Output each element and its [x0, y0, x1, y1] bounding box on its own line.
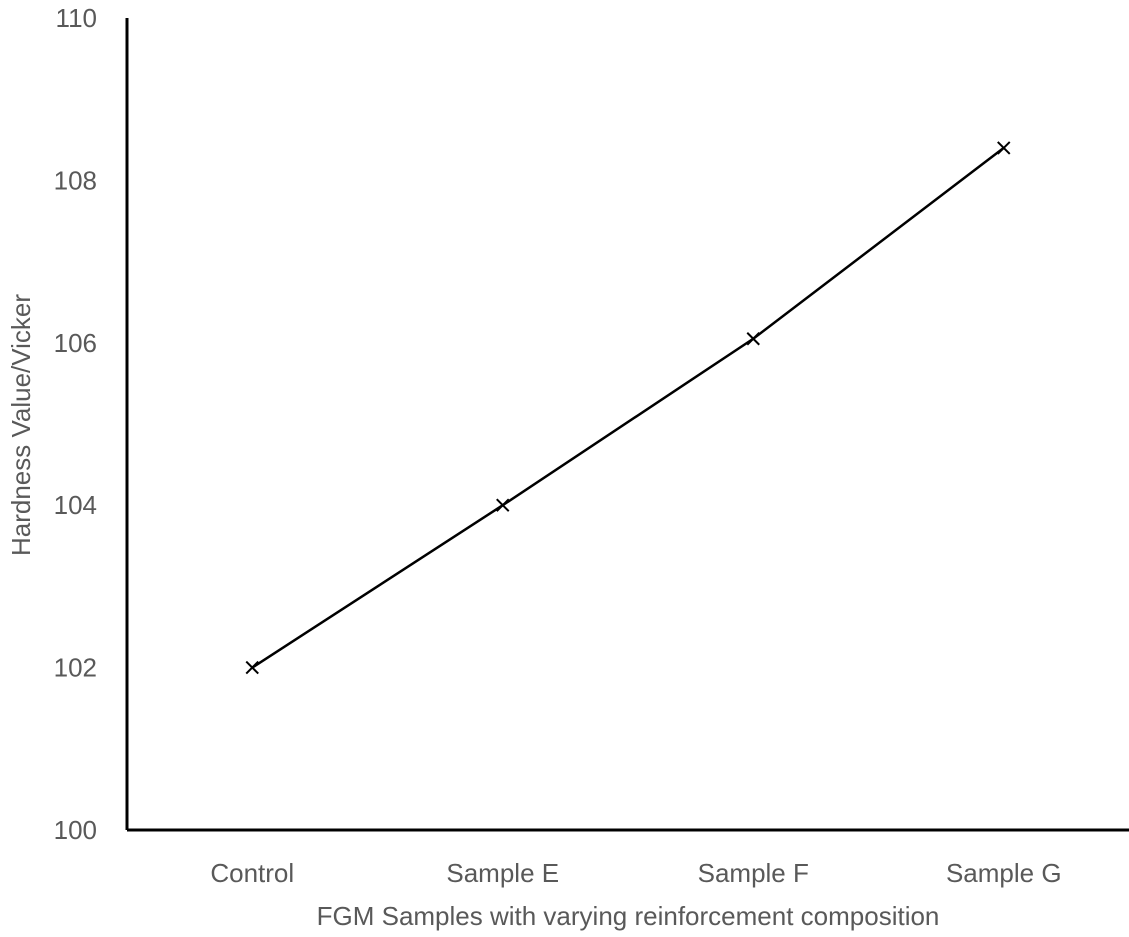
x-tick-label: Sample F [698, 858, 809, 888]
data-point-x-marker [997, 141, 1011, 155]
y-axis-title: Hardness Value/Vicker [6, 294, 36, 556]
x-tick-label: Sample E [446, 858, 559, 888]
y-tick-label: 106 [54, 328, 97, 358]
data-point-x-marker [245, 660, 259, 675]
series-line [251, 146, 1005, 669]
y-tick-label: 108 [54, 165, 97, 195]
y-tick-label: 102 [54, 653, 97, 683]
y-tick-label: 104 [54, 490, 97, 520]
x-tick-label: Control [210, 858, 294, 888]
y-tick-label: 110 [56, 3, 97, 33]
x-tick-label: Sample G [946, 858, 1062, 888]
x-axis-tick-labels: Control Sample E Sample F Sample G [210, 858, 1061, 888]
data-point-x-marker [496, 498, 510, 512]
data-point-x-marker [746, 332, 760, 346]
x-axis-title: FGM Samples with varying reinforcement c… [317, 901, 940, 931]
series-group [245, 141, 1011, 675]
y-axis-tick-labels: 100 102 104 106 108 110 [54, 3, 97, 845]
y-tick-label: 100 [54, 815, 97, 845]
